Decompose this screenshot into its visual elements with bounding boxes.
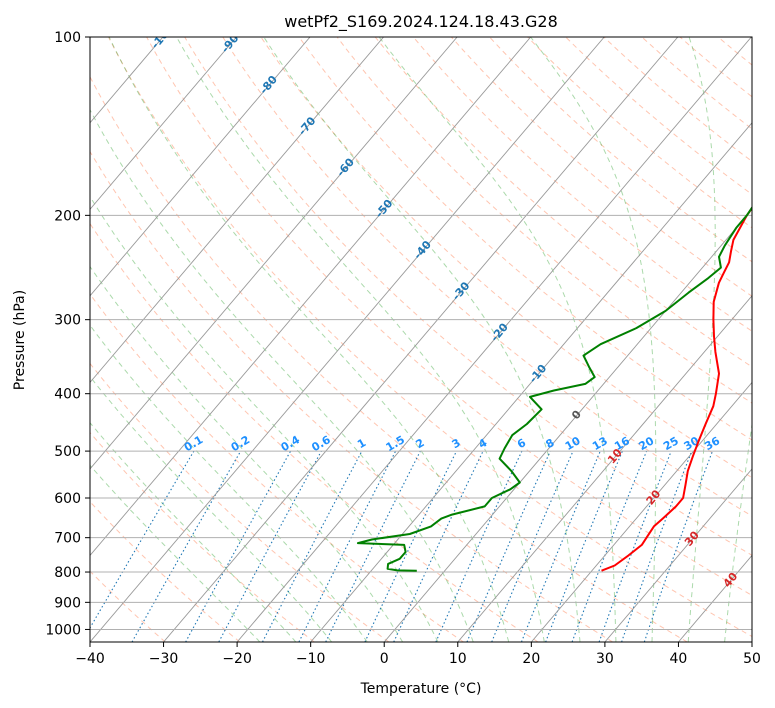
isotherm-line xyxy=(90,37,384,384)
moist-adiabat-line xyxy=(724,421,752,642)
x-tick-label: 40 xyxy=(670,651,688,667)
mixing-ratio-line xyxy=(545,450,623,642)
moist-adiabat-line xyxy=(378,37,617,642)
mixing-ratio-lines xyxy=(90,450,714,642)
dry-adiabat-line xyxy=(184,37,752,556)
moist-adiabat-line xyxy=(90,195,439,642)
isotherm-line xyxy=(90,37,237,211)
dry-adiabat-line xyxy=(90,500,241,642)
pressure-gridlines xyxy=(90,37,752,630)
plot-frame xyxy=(89,36,753,643)
y-axis-title: Pressure (hPa) xyxy=(12,290,28,390)
isotherm-line xyxy=(383,208,752,642)
moist-adiabat-line xyxy=(90,108,474,642)
x-tick-label: 10 xyxy=(449,651,467,667)
dry-adiabat-line xyxy=(298,37,752,441)
dry-adiabat-line xyxy=(90,75,688,642)
x-tick-label: 30 xyxy=(596,651,614,667)
dry-adiabat-line xyxy=(90,222,539,642)
y-tick-label: 700 xyxy=(54,531,81,547)
isotherm-line xyxy=(236,37,752,642)
isotherm-line xyxy=(163,37,679,642)
y-tick-label: 800 xyxy=(54,565,81,581)
isotherms xyxy=(90,37,752,642)
y-tick-label: 600 xyxy=(54,491,81,507)
dry-adiabat-line xyxy=(90,431,315,642)
y-tick-label: 900 xyxy=(54,595,81,611)
dry-adiabat-line xyxy=(260,37,752,479)
mixing-ratio-line xyxy=(598,450,672,642)
dry-adiabat-line xyxy=(374,37,752,368)
mixing-ratio-line xyxy=(218,450,322,642)
isotherm-line xyxy=(90,37,458,470)
y-tick-label: 1000 xyxy=(45,622,81,638)
x-tick-label: −40 xyxy=(75,651,105,667)
mixing-ratio-line xyxy=(185,450,292,642)
y-axis: 100 200 300 400 500 600 700 800 900 1000 xyxy=(45,30,90,638)
x-tick-label: −10 xyxy=(296,651,326,667)
plot-area: -100-90-80-70-60-50-40-30-20-10010203040… xyxy=(90,37,752,642)
mixing-ratio-line xyxy=(466,450,551,642)
mixing-ratio-line xyxy=(435,450,523,642)
x-tick-label: 20 xyxy=(522,651,540,667)
moist-adiabat-line xyxy=(530,37,657,642)
y-tick-label: 400 xyxy=(54,387,81,403)
dry-adiabat-line xyxy=(90,293,464,642)
isotherm-line xyxy=(90,37,311,297)
x-axis-title: Temperature (°C) xyxy=(360,681,482,697)
x-axis: −40 −30 −20 −10 0 10 20 30 40 50 xyxy=(75,642,761,667)
y-tick-label: 500 xyxy=(54,444,81,460)
temperature-trace xyxy=(601,206,752,572)
mixing-ratio-line xyxy=(621,450,693,642)
isotherm-line xyxy=(310,122,752,642)
y-tick-label: 100 xyxy=(54,30,81,46)
chart-title: wetPf2_S169.2024.124.18.43.G28 xyxy=(284,12,558,32)
y-tick-label: 200 xyxy=(54,208,81,224)
mixing-ratio-line xyxy=(571,450,648,642)
mixing-ratio-line xyxy=(643,450,714,642)
x-tick-label: −30 xyxy=(149,651,179,667)
moist-adiabat-line xyxy=(108,37,510,642)
moist-adiabat-line xyxy=(90,265,404,642)
mixing-ratio-line xyxy=(298,450,397,642)
moist-adiabat-line xyxy=(90,422,297,642)
dry-adiabat-line xyxy=(146,37,752,597)
isotherm-line xyxy=(604,468,752,642)
moist-adiabat-line xyxy=(90,375,333,642)
isotherm-line xyxy=(90,37,532,557)
dry-adiabats xyxy=(90,37,752,642)
moist-adiabat-line xyxy=(687,37,716,642)
dry-adiabat-line xyxy=(90,150,613,642)
isotherm-line xyxy=(90,37,605,642)
x-tick-label: 0 xyxy=(380,651,389,667)
y-tick-label: 300 xyxy=(54,313,81,329)
mixing-ratio-line xyxy=(520,450,601,642)
x-tick-label: −20 xyxy=(222,651,252,667)
sounding-traces xyxy=(356,205,752,572)
isotherm-line xyxy=(530,381,752,642)
dewpoint-trace xyxy=(356,205,752,572)
x-tick-label: 50 xyxy=(743,651,761,667)
mixing-ratio-line xyxy=(325,450,421,642)
moist-adiabat-line xyxy=(90,464,261,642)
